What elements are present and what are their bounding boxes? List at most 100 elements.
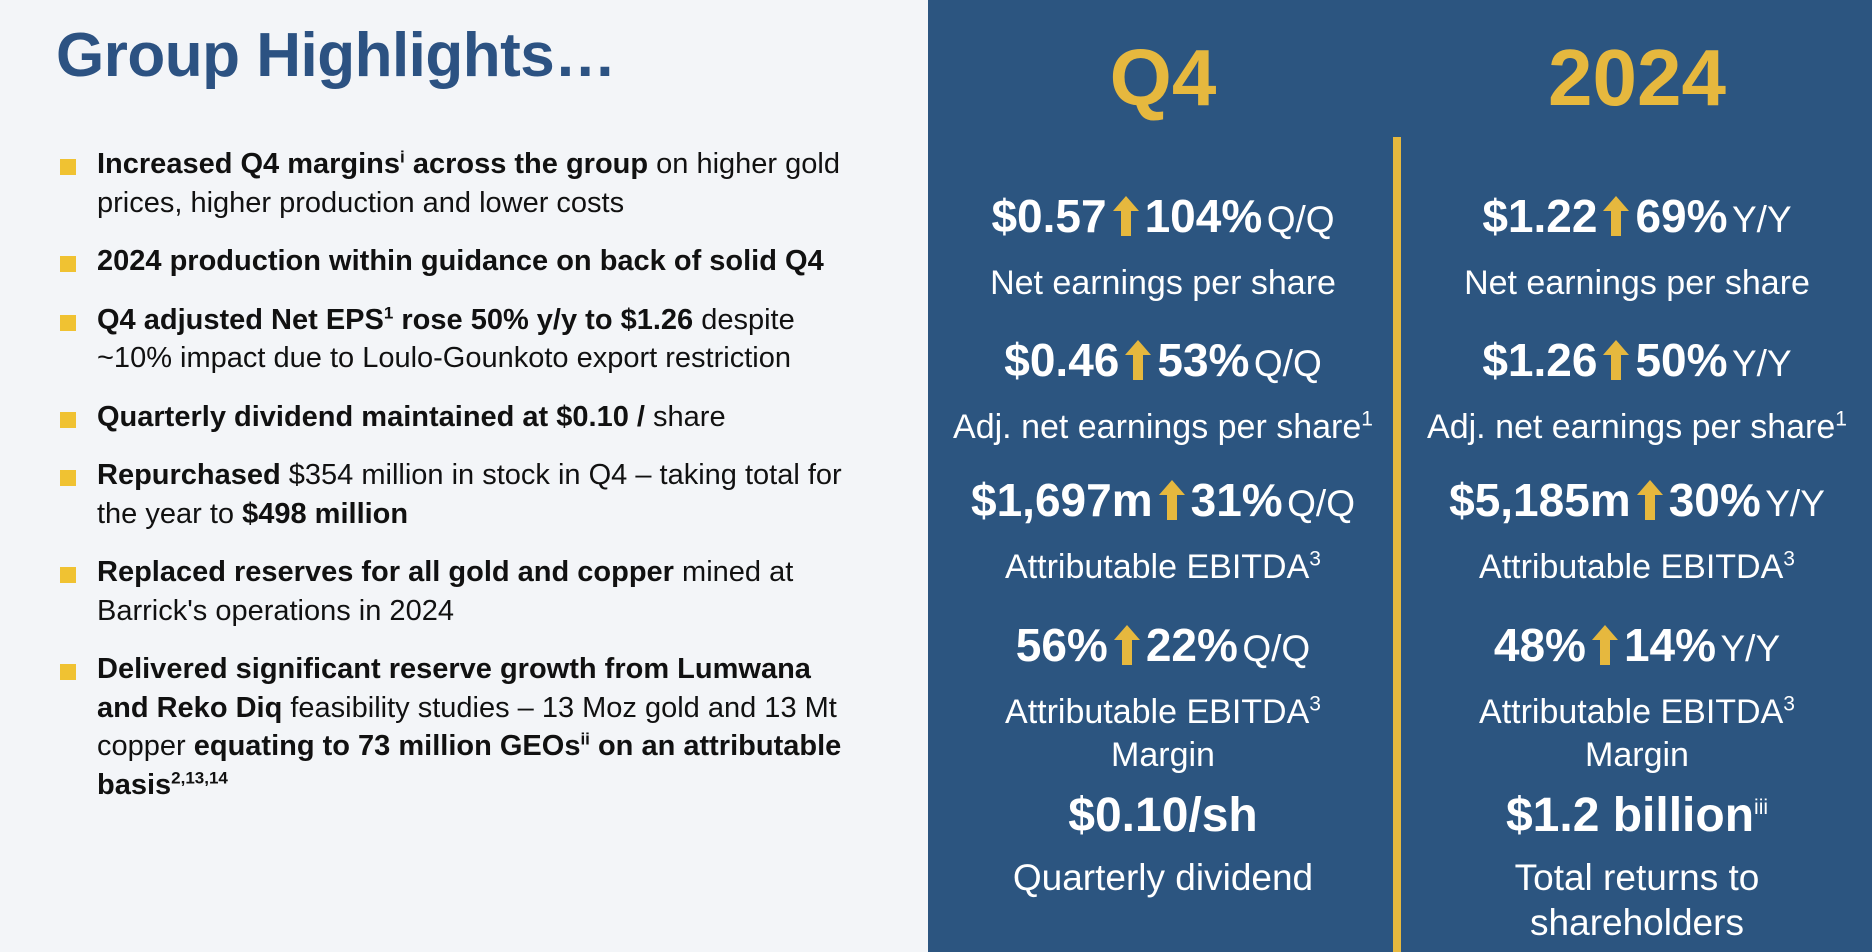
square-bullet-icon bbox=[60, 567, 76, 583]
stat-percent: 104% bbox=[1144, 190, 1263, 242]
q4-dividend-stat: $0.10/sh Quarterly dividend bbox=[928, 788, 1398, 900]
highlight-item: Repurchased $354 million in stock in Q4 … bbox=[60, 456, 860, 533]
year-stat: 48% 14% Y/Y Attributable EBITDA3 Margin bbox=[1402, 617, 1872, 777]
page-title: Group Highlights… bbox=[56, 21, 616, 90]
highlight-text: Repurchased bbox=[97, 459, 281, 491]
highlight-text: across the group bbox=[404, 148, 649, 180]
square-bullet-icon bbox=[60, 664, 76, 680]
highlight-text: on higher gold prices, higher production… bbox=[97, 148, 840, 219]
highlight-text: despite ~10% impact due to Loulo-Gounkot… bbox=[97, 303, 795, 375]
arrow-up-icon bbox=[1601, 338, 1631, 406]
square-bullet-icon bbox=[60, 470, 76, 486]
year-stat: $1.22 69% Y/Y Net earnings per share bbox=[1402, 188, 1872, 305]
stat-value: $0.46 bbox=[1004, 334, 1120, 386]
highlight-text: Quarterly dividend maintained at $0.10 / bbox=[97, 400, 645, 433]
stat-percent: 30% bbox=[1668, 474, 1761, 526]
highlight-text: i bbox=[400, 147, 405, 167]
stat-percent: 31% bbox=[1190, 474, 1283, 526]
stat-change-basis: Q/Q bbox=[1253, 343, 1322, 384]
stat-change-basis: Y/Y bbox=[1720, 628, 1781, 669]
year-returns-label: Total returns to bbox=[1514, 857, 1760, 898]
arrow-up-icon bbox=[1111, 194, 1141, 262]
square-bullet-icon bbox=[60, 314, 76, 331]
year-returns-value-sup: iii bbox=[1754, 796, 1769, 819]
year-returns-label2: shareholders bbox=[1530, 902, 1744, 943]
q4-stat: $0.57 104% Q/Q Net earnings per share bbox=[928, 188, 1398, 305]
stat-percent: 53% bbox=[1157, 334, 1250, 386]
highlight-text: share bbox=[644, 400, 726, 433]
q4-column: Q4 $0.57 104% Q/Q Net earnings per share $0… bbox=[928, 0, 1398, 952]
stat-change-basis: Q/Q bbox=[1266, 199, 1335, 240]
stat-label: Adj. net earnings per share bbox=[1427, 408, 1836, 446]
stat-label: Net earnings per share bbox=[990, 264, 1336, 302]
highlight-text: 2024 production within guidance on back … bbox=[97, 245, 824, 277]
highlight-item: Increased Q4 marginsi across the group o… bbox=[60, 145, 860, 222]
highlight-text: $498 million bbox=[242, 497, 409, 530]
highlight-text: mined at Barrick's operations in 2024 bbox=[97, 556, 794, 627]
stat-label-sup: 3 bbox=[1783, 692, 1795, 716]
stat-value: 56% bbox=[1015, 619, 1108, 671]
q4-dividend-label: Quarterly dividend bbox=[1012, 857, 1314, 898]
arrow-up-icon bbox=[1635, 478, 1665, 546]
stat-percent: 69% bbox=[1635, 190, 1728, 242]
stat-value: $5,185m bbox=[1449, 474, 1631, 526]
stat-label-sup: 1 bbox=[1835, 407, 1847, 431]
stat-change-basis: Y/Y bbox=[1732, 343, 1792, 384]
stat-value: $1.26 bbox=[1482, 334, 1598, 386]
highlight-text: Replaced reserves for all gold and coppe… bbox=[97, 556, 674, 588]
stat-label: Attributable EBITDA bbox=[1479, 693, 1784, 731]
year-returns-stat: $1.2 billioniii Total returns to shareho… bbox=[1402, 788, 1872, 945]
stat-change-basis: Y/Y bbox=[1732, 199, 1792, 240]
square-bullet-icon bbox=[60, 159, 76, 175]
metrics-panel: Q4 $0.57 104% Q/Q Net earnings per share $0… bbox=[928, 0, 1872, 952]
highlight-item: Quarterly dividend maintained at $0.10 /… bbox=[60, 398, 860, 437]
stat-change-basis: Q/Q bbox=[1287, 483, 1355, 524]
square-bullet-icon bbox=[60, 256, 76, 272]
stat-label: Attributable EBITDA bbox=[1479, 548, 1784, 586]
q4-stat: $0.46 53% Q/Q Adj. net earnings per share1 bbox=[928, 332, 1398, 449]
highlights-list: Increased Q4 marginsi across the group o… bbox=[60, 145, 860, 804]
highlight-text: feasibility studies – 13 Moz gold and 13… bbox=[97, 691, 837, 763]
highlight-text: 1 bbox=[383, 302, 394, 322]
stat-change-basis: Y/Y bbox=[1765, 483, 1825, 524]
stat-label: Adj. net earnings per share bbox=[953, 408, 1362, 446]
stat-label-line2: Margin bbox=[1585, 736, 1689, 774]
highlight-item: Delivered significant reserve growth fro… bbox=[60, 650, 860, 804]
q4-dividend-value: $0.10/sh bbox=[1068, 789, 1258, 842]
stat-percent: 50% bbox=[1635, 334, 1728, 386]
highlight-text: Delivered significant reserve growth fro… bbox=[97, 653, 811, 724]
highlight-text: $354 million in stock in Q4 – taking tot… bbox=[97, 459, 842, 530]
stat-percent: 14% bbox=[1623, 619, 1717, 671]
year-returns-value: $1.2 billion bbox=[1505, 789, 1755, 842]
stat-label-sup: 1 bbox=[1361, 407, 1373, 431]
stat-label-sup: 3 bbox=[1783, 547, 1795, 571]
highlight-item: 2024 production within guidance on back … bbox=[60, 242, 860, 281]
highlight-text: equating to 73 million GEOs bbox=[193, 730, 581, 762]
stat-label-line2: Margin bbox=[1111, 736, 1215, 774]
highlight-text: Q4 adjusted Net EPS bbox=[97, 303, 384, 336]
highlight-item: Q4 adjusted Net EPS1 rose 50% y/y to $1.… bbox=[60, 301, 860, 378]
highlight-text: ii bbox=[580, 729, 590, 749]
q4-heading: Q4 bbox=[1109, 33, 1217, 122]
stat-value: $1,697m bbox=[971, 474, 1153, 526]
square-bullet-icon bbox=[60, 411, 76, 428]
arrow-up-icon bbox=[1112, 623, 1142, 691]
year-stat: $1.26 50% Y/Y Adj. net earnings per share1 bbox=[1402, 332, 1872, 449]
highlight-text: rose 50% y/y to $1.26 bbox=[393, 303, 694, 336]
year-heading: 2024 bbox=[1548, 33, 1726, 122]
column-divider bbox=[1393, 137, 1401, 952]
stat-label: Net earnings per share bbox=[1464, 264, 1810, 302]
stat-label: Attributable EBITDA bbox=[1005, 693, 1310, 731]
stat-value: $1.22 bbox=[1482, 190, 1598, 242]
stat-change-basis: Q/Q bbox=[1242, 628, 1311, 669]
highlight-text: on an attributable basis bbox=[97, 730, 842, 801]
highlights-panel: Group Highlights… Increased Q4 marginsi … bbox=[0, 0, 928, 952]
stat-label-sup: 3 bbox=[1309, 692, 1321, 716]
stat-value: 48% bbox=[1493, 619, 1586, 671]
arrow-up-icon bbox=[1601, 194, 1631, 262]
year-stat: $5,185m 30% Y/Y Attributable EBITDA3 bbox=[1402, 472, 1872, 589]
arrow-up-icon bbox=[1157, 478, 1187, 546]
highlight-text: 2,13,14 bbox=[171, 767, 228, 787]
year-column: 2024 $1.22 69% Y/Y Net earnings per share $… bbox=[1402, 0, 1872, 952]
stat-label-sup: 3 bbox=[1309, 547, 1321, 571]
